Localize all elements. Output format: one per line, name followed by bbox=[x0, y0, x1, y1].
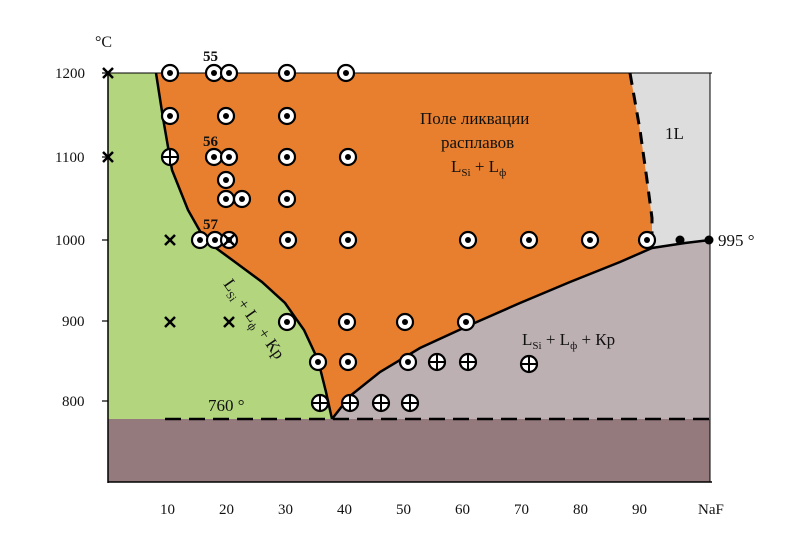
two-phase-marker bbox=[458, 230, 478, 250]
two-phase-marker bbox=[308, 352, 328, 372]
boundary-point bbox=[704, 235, 714, 245]
y-tick-label: 900 bbox=[62, 314, 85, 330]
two-phase-marker bbox=[216, 189, 236, 209]
eutectic-temp-label: 760 ° bbox=[208, 396, 245, 415]
y-tick-label: 800 bbox=[62, 394, 85, 410]
crystal-marker bbox=[519, 354, 539, 374]
y-tick-label: 1200 bbox=[55, 66, 85, 82]
x-tick-label: 40 bbox=[337, 502, 352, 518]
mauve-region bbox=[332, 240, 710, 419]
crystal-marker bbox=[340, 393, 360, 413]
boundary-point bbox=[675, 235, 685, 245]
two-phase-marker bbox=[216, 170, 236, 190]
x-unit-label: NaF bbox=[698, 502, 724, 518]
x-tick-label: 90 bbox=[632, 502, 647, 518]
experiment-markers bbox=[102, 63, 714, 413]
liquation-label-line2: расплавов bbox=[441, 133, 514, 152]
two-phase-marker bbox=[277, 106, 297, 126]
two-phase-marker bbox=[160, 106, 180, 126]
two-phase-marker bbox=[338, 352, 358, 372]
liquation-label-line1: Поле ликвации bbox=[420, 109, 529, 128]
two-phase-marker bbox=[204, 63, 224, 83]
liquidus-right-line bbox=[331, 238, 711, 420]
crystal-marker bbox=[160, 147, 180, 167]
two-phase-marker bbox=[519, 230, 539, 250]
two-phase-marker bbox=[190, 230, 210, 250]
two-phase-marker bbox=[204, 147, 224, 167]
two-phase-marker bbox=[219, 63, 239, 83]
x-tick-label: 20 bbox=[219, 502, 234, 518]
run-label-56: 56 bbox=[203, 134, 219, 150]
y-tick-label: 1100 bbox=[55, 150, 84, 166]
two-phase-marker bbox=[277, 312, 297, 332]
crystal-marker bbox=[458, 352, 478, 372]
crystal-marker bbox=[310, 393, 330, 413]
single-phase-marker bbox=[223, 316, 235, 328]
monotectic-temp-label: 995 ° bbox=[718, 231, 755, 250]
x-tick-label: 50 bbox=[396, 502, 411, 518]
solid-region bbox=[108, 419, 710, 482]
liquation-formula: LSi + Lф bbox=[451, 157, 506, 179]
right-triple-label: LSi + Lф + Кр bbox=[522, 330, 615, 352]
two-phase-marker bbox=[219, 147, 239, 167]
single-phase-marker bbox=[102, 67, 114, 79]
single-phase-marker bbox=[102, 151, 114, 163]
two-phase-marker bbox=[337, 312, 357, 332]
two-phase-marker bbox=[395, 312, 415, 332]
x-tick-label: 80 bbox=[573, 502, 588, 518]
single-phase-marker bbox=[223, 234, 235, 246]
y-unit-label: °C bbox=[95, 34, 112, 51]
x-tick-label: 60 bbox=[455, 502, 470, 518]
two-phase-marker bbox=[398, 352, 418, 372]
single-phase-marker bbox=[164, 234, 176, 246]
run-label-57: 57 bbox=[203, 217, 219, 233]
two-phase-marker bbox=[338, 230, 358, 250]
two-phase-marker bbox=[232, 189, 252, 209]
crystal-marker bbox=[371, 393, 391, 413]
two-phase-marker bbox=[277, 147, 297, 167]
binodal-dashed-line bbox=[628, 72, 654, 248]
two-phase-marker bbox=[278, 230, 298, 250]
single-phase-marker bbox=[164, 316, 176, 328]
two-phase-marker bbox=[338, 147, 358, 167]
x-tick-label: 30 bbox=[278, 502, 293, 518]
crystal-marker bbox=[400, 393, 420, 413]
two-phase-marker bbox=[637, 230, 657, 250]
run-label-55: 55 bbox=[203, 49, 218, 65]
gray-region bbox=[630, 73, 710, 248]
one-liquid-label: 1L bbox=[665, 124, 684, 143]
two-phase-marker bbox=[277, 63, 297, 83]
two-phase-marker bbox=[216, 106, 236, 126]
y-ticks bbox=[102, 72, 108, 402]
two-phase-marker bbox=[580, 230, 600, 250]
two-phase-marker bbox=[336, 63, 356, 83]
x-tick-label: 70 bbox=[514, 502, 529, 518]
crystal-marker bbox=[427, 352, 447, 372]
two-phase-marker bbox=[160, 63, 180, 83]
two-phase-marker bbox=[456, 312, 476, 332]
x-tick-label: 10 bbox=[160, 502, 175, 518]
two-phase-marker bbox=[277, 189, 297, 209]
y-tick-label: 1000 bbox=[55, 233, 85, 249]
